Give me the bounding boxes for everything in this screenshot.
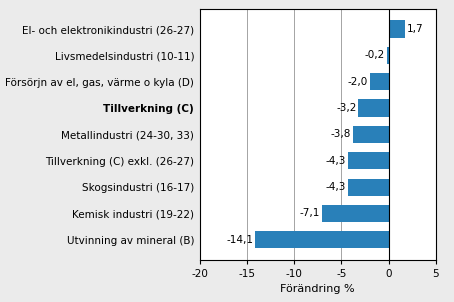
Text: -7,1: -7,1 [299,208,320,218]
Bar [256,231,389,248]
Text: -0,2: -0,2 [365,50,385,60]
Text: -2,0: -2,0 [348,77,368,87]
Bar [348,178,389,196]
Bar [348,152,389,169]
Bar [321,205,389,222]
Bar [389,21,405,37]
Bar [370,73,389,90]
Text: -14,1: -14,1 [227,235,254,245]
X-axis label: Förändring %: Förändring % [281,284,355,294]
Bar [353,126,389,143]
Text: 1,7: 1,7 [407,24,423,34]
Text: -3,8: -3,8 [331,129,351,140]
Text: -4,3: -4,3 [326,156,346,166]
Text: -3,2: -3,2 [336,103,356,113]
Text: -4,3: -4,3 [326,182,346,192]
Bar [387,47,389,64]
Bar [358,99,389,117]
